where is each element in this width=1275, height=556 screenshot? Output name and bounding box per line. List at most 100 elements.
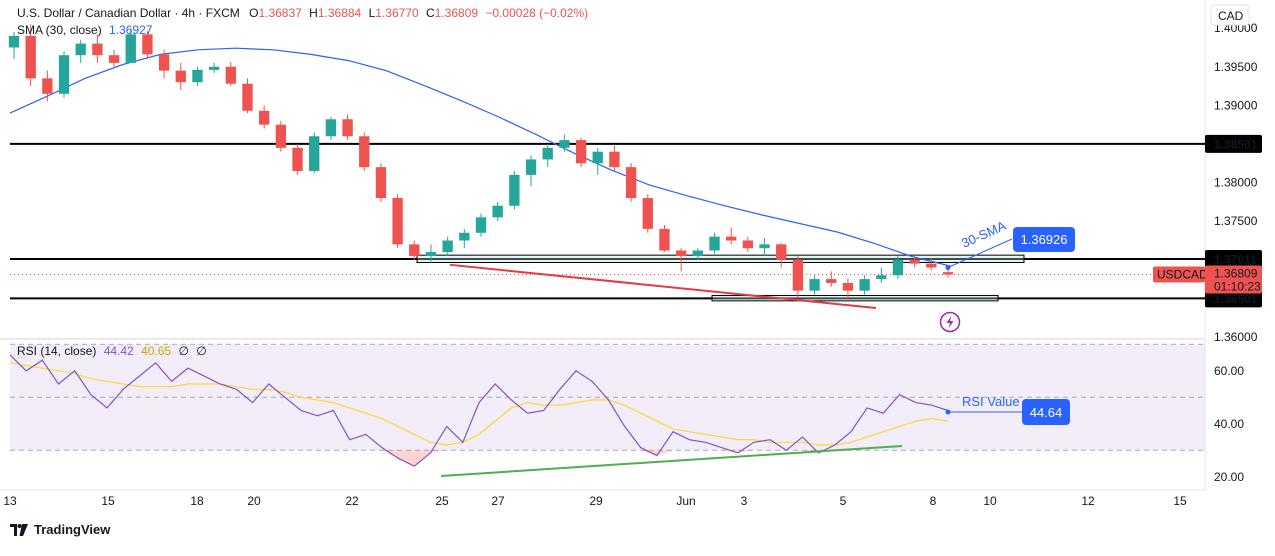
candle-body-24[interactable] [409,244,420,256]
candle-body-35[interactable] [592,151,603,164]
sma-legend-value: 1.36927 [109,23,153,37]
ohlc-low-value: 1.36770 [375,6,419,20]
rsi-trendline[interactable] [440,445,903,477]
candle-body-5[interactable] [92,43,103,56]
level-label-box-2[interactable] [1205,289,1262,308]
rsi-axis-tick-1: 40.00 [1214,417,1244,431]
candle-body-29[interactable] [492,205,503,218]
candle-body-6[interactable] [108,55,120,63]
time-axis-tick-6: 27 [491,494,505,508]
candle-body-32[interactable] [542,147,553,160]
sma-legend[interactable]: SMA (30, close) 1.36927 [17,23,153,37]
candle-body-25[interactable] [425,252,437,256]
candle-body-23[interactable] [392,198,403,245]
ohlc-high-label: H [309,6,318,20]
candle-body-48[interactable] [809,279,820,291]
time-axis-tick-13: 12 [1081,494,1095,508]
candle-body-56[interactable] [942,272,954,275]
rsi-ma-legend-value: 40.65 [141,344,171,358]
candle-body-16[interactable] [275,124,287,148]
candle-body-3[interactable] [58,55,70,94]
candle-body-1[interactable] [25,35,36,79]
candle-body-38[interactable] [642,198,653,229]
candle-body-0[interactable] [8,35,20,48]
rsi-axis-tick-0: 60.00 [1214,364,1244,378]
sma-30-line[interactable] [9,47,951,267]
price-trendline[interactable] [449,263,877,310]
candle-body-45[interactable] [759,244,770,249]
support-zone-box-lower[interactable] [711,294,999,302]
candle-body-11[interactable] [192,69,203,83]
candle-body-33[interactable] [559,140,570,148]
candle-body-7[interactable] [125,34,136,63]
rsi-line[interactable] [9,354,949,467]
candle-body-22[interactable] [375,167,387,199]
countdown-value: 01:10:23 [1214,280,1261,294]
candle-body-27[interactable] [459,232,470,241]
candle-body-44[interactable] [742,240,754,249]
rsi-oversold-fill [381,450,835,467]
candle-body-26[interactable] [442,240,453,253]
currency-box[interactable] [1210,4,1250,26]
sma-annotation-box[interactable] [1013,227,1075,252]
time-axis-tick-11: 8 [930,494,937,508]
candle-body-50[interactable] [842,282,854,291]
current-price-box[interactable] [1205,265,1262,294]
time-axis-tick-12: 10 [983,494,997,508]
candle-body-39[interactable] [659,228,670,251]
rsi-axis-tick-2: 20.00 [1214,470,1244,484]
time-axis-tick-10: 5 [840,494,847,508]
candle-body-28[interactable] [475,217,487,233]
candle-body-10[interactable] [175,70,186,83]
level-label-box-0[interactable] [1205,134,1262,153]
candle-body-54[interactable] [909,259,920,264]
candle-body-20[interactable] [342,119,353,137]
rsi-ma-line[interactable] [9,362,949,446]
candle-body-47[interactable] [792,259,804,291]
candle-body-37[interactable] [625,167,637,199]
tradingview-brand: TradingView [34,522,111,537]
candle-body-30[interactable] [509,174,520,206]
rsi-annotation-box[interactable] [1022,399,1070,425]
candle-body-42[interactable] [709,236,720,251]
price-axis-tick-3: 1.38000 [1214,176,1258,190]
rsi-legend-label: RSI (14, close) [17,344,96,358]
candle-body-14[interactable] [242,83,253,111]
symbol-title[interactable]: U.S. Dollar / Canadian Dollar · 4h · FXC… [17,6,240,20]
ticker-label-box[interactable] [1153,266,1205,283]
candle-body-9[interactable] [158,54,170,71]
tradingview-logo[interactable]: TradingView [10,522,110,537]
candle-body-40[interactable] [675,250,687,256]
candle-body-46[interactable] [776,244,787,260]
candle-body-17[interactable] [292,147,303,171]
level-label-box-1[interactable] [1205,249,1262,268]
candle-body-2[interactable] [42,78,53,94]
events-lightning-icon[interactable] [939,311,961,333]
candle-body-12[interactable] [208,66,220,70]
price-axis-tick-5: 1.36000 [1214,330,1258,344]
candle-body-34[interactable] [575,140,587,164]
candle-body-53[interactable] [892,259,904,276]
candle-body-8[interactable] [142,34,153,55]
candle-body-49[interactable] [826,279,837,283]
candle-body-13[interactable] [225,66,236,84]
support-zone-box-upper[interactable] [416,254,1025,263]
candle-body-18[interactable] [309,136,320,171]
ohlc-change: −0.00028 (−0.02%) [485,6,588,20]
candle-body-4[interactable] [75,43,86,56]
candle-body-55[interactable] [926,263,937,268]
rsi-annotation-label: RSI Value [962,394,1020,409]
candle-body-52[interactable] [876,275,887,280]
candle-body-31[interactable] [525,159,537,175]
header-line-1[interactable]: U.S. Dollar / Canadian Dollar · 4h · FXC… [17,6,588,20]
candle-body-51[interactable] [859,279,870,291]
candle-body-19[interactable] [325,119,337,137]
candle-body-36[interactable] [609,151,620,168]
rsi-legend[interactable]: RSI (14, close) 44.42 40.65 ∅ ∅ [17,344,207,358]
time-axis-tick-4: 22 [345,494,359,508]
candle-body-15[interactable] [259,110,270,125]
candle-body-41[interactable] [692,250,703,256]
candle-body-43[interactable] [726,236,737,241]
candle-body-21[interactable] [359,136,370,168]
